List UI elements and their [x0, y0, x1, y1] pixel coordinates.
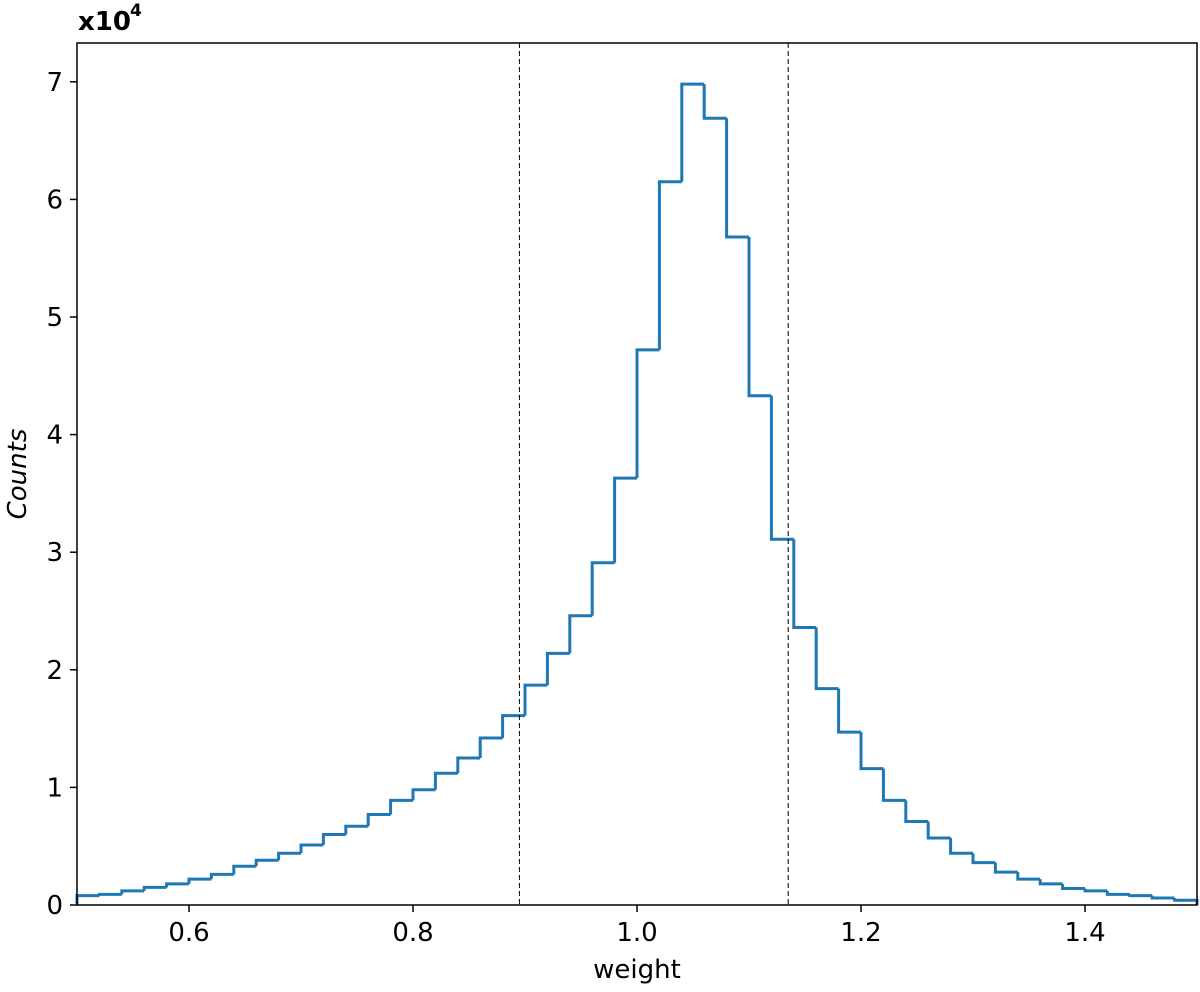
- y-scale-exponent: 4: [130, 1, 142, 21]
- histogram-step: [142, 885, 167, 891]
- histogram-step: [1105, 890, 1130, 896]
- plot-frame: [76, 42, 1198, 906]
- histogram-step: [635, 348, 660, 479]
- histogram-step: [1038, 879, 1063, 886]
- y-tick-label: 4: [46, 421, 63, 451]
- histogram-step: [232, 864, 257, 875]
- x-tick-label: 1.2: [840, 918, 881, 948]
- y-tick-label: 1: [46, 773, 63, 803]
- x-tick-label: 0.8: [392, 918, 433, 948]
- histogram-step: [993, 862, 1018, 874]
- histogram-step: [209, 872, 234, 880]
- x-tick-label: 1.4: [1064, 918, 1105, 948]
- histogram-step: [769, 395, 794, 541]
- histogram-step: [120, 889, 145, 895]
- histogram-step: [904, 800, 929, 824]
- histogram-step: [501, 714, 525, 739]
- y-scale-base: x10: [78, 7, 131, 37]
- y-tick-label: 3: [46, 538, 63, 568]
- x-tick-label: 0.6: [168, 918, 209, 948]
- histogram-step: [411, 788, 436, 801]
- histogram-step: [792, 539, 817, 629]
- y-tick-label: 5: [46, 303, 63, 333]
- histogram-step: [971, 853, 996, 865]
- histogram-step: [680, 82, 705, 182]
- histogram-step: [949, 837, 973, 855]
- histogram-step: [1173, 897, 1199, 905]
- histogram-step: [433, 771, 458, 790]
- histogram-step: [75, 894, 100, 905]
- histogram-step: [344, 824, 369, 835]
- histogram-step: [1150, 895, 1175, 900]
- y-axis-label: Counts: [3, 429, 33, 520]
- histogram-step: [590, 561, 615, 616]
- histogram-step: [545, 651, 570, 686]
- histogram-step: [747, 237, 772, 398]
- histogram-step: [299, 843, 324, 854]
- y-tick-label: 7: [46, 68, 63, 98]
- histogram-step: [97, 892, 122, 896]
- y-tick-label: 2: [46, 656, 63, 686]
- histogram-step: [366, 812, 391, 827]
- histogram-step: [165, 882, 189, 888]
- x-axis-label: weight: [593, 955, 681, 985]
- histogram-step: [254, 858, 279, 867]
- histogram-step: [702, 84, 727, 120]
- histogram-step: [456, 756, 481, 774]
- x-tick-label: 1.0: [616, 918, 657, 948]
- y-tick-label: 6: [46, 185, 63, 215]
- histogram-step: [321, 832, 346, 846]
- histogram-step: [613, 476, 637, 563]
- histogram-step: [568, 614, 593, 654]
- histogram-step: [881, 768, 906, 802]
- y-tick-label: 0: [46, 891, 63, 921]
- histogram-step: [389, 798, 413, 815]
- histogram-step: [814, 627, 839, 691]
- histogram-step: [277, 851, 301, 861]
- histogram-step: [926, 821, 951, 840]
- histogram-step: [187, 877, 212, 884]
- histogram-step: [1128, 894, 1153, 898]
- histogram-step: [1061, 883, 1085, 891]
- histogram-step: [837, 688, 861, 734]
- histogram-step: [657, 180, 682, 350]
- histogram-step: [478, 736, 503, 759]
- histogram-step: [859, 732, 884, 771]
- histogram-step: [523, 683, 548, 716]
- histogram-step: [1016, 872, 1041, 881]
- histogram-step: [1083, 888, 1108, 893]
- histogram-step: [725, 118, 749, 239]
